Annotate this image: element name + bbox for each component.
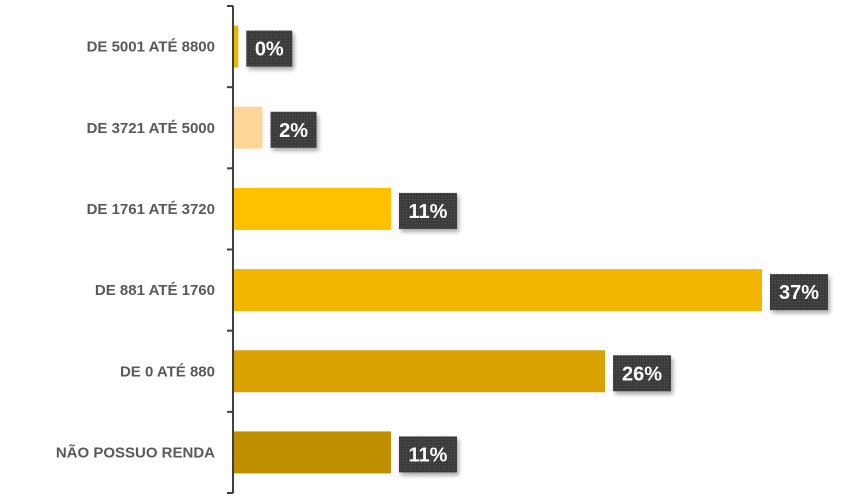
data-label: 2%: [270, 111, 317, 148]
data-label: 11%: [398, 192, 457, 229]
bar: [234, 431, 391, 474]
bar: [234, 350, 606, 393]
category-label: NÃO POSSUO RENDA: [56, 443, 215, 461]
data-labels: 0% 2% 11% 37% 26% 11%: [246, 30, 828, 473]
data-label: 37%: [770, 274, 828, 311]
bar: [234, 269, 762, 312]
bars: [234, 25, 762, 474]
data-label-box: [613, 355, 672, 392]
data-label-box: [770, 274, 828, 311]
data-label: 11%: [398, 436, 457, 473]
category-label: DE 0 ATÉ 880: [120, 363, 215, 380]
data-label-text: 37%: [779, 282, 819, 304]
category-labels: DE 5001 ATÉ 8800 DE 3721 ATÉ 5000 DE 1761 …: [56, 39, 215, 462]
data-label-text: 11%: [409, 201, 448, 223]
category-label: DE 3721 ATÉ 5000: [87, 120, 215, 137]
data-label-text: 2%: [279, 120, 308, 142]
category-label: DE 1761 ATÉ 3720: [87, 201, 215, 218]
y-axis: [227, 5, 234, 494]
category-label: DE 881 ATÉ 1760: [95, 282, 215, 299]
data-label-text: 26%: [622, 363, 662, 385]
data-label: 26%: [613, 355, 672, 392]
data-label: 0%: [246, 30, 293, 67]
category-label: DE 5001 ATÉ 8800: [87, 39, 215, 56]
bar: [234, 187, 391, 230]
data-label-box: [246, 30, 293, 67]
data-label-text: 0%: [255, 39, 284, 61]
data-label-text: 11%: [409, 444, 448, 466]
data-label-box: [398, 192, 457, 229]
data-label-box: [398, 436, 457, 473]
bar: [234, 106, 263, 149]
data-label-box: [270, 111, 317, 148]
bar: [234, 25, 239, 68]
